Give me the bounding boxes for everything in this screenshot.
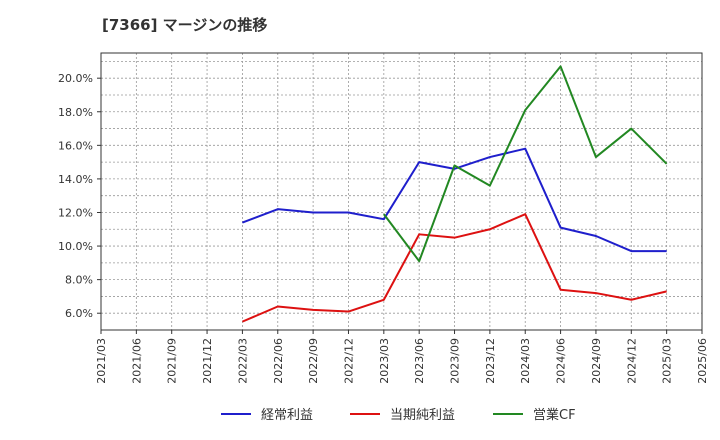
y-tick-label: 14.0%	[58, 173, 93, 186]
x-tick-label: 2024/03	[519, 338, 532, 384]
series-line-2	[242, 213, 667, 323]
x-tick-label: 2025/06	[696, 338, 709, 384]
y-tick-label: 8.0%	[65, 274, 93, 287]
x-tick-label: 2022/09	[307, 338, 320, 384]
series-group	[242, 65, 668, 323]
y-tick-label: 16.0%	[58, 139, 93, 152]
x-tick-label: 2023/03	[378, 338, 391, 384]
x-tick-label: 2021/12	[201, 338, 214, 384]
x-tick-label: 2023/09	[449, 338, 462, 384]
y-tick-label: 20.0%	[58, 72, 93, 85]
x-tick-label: 2025/03	[661, 338, 674, 384]
x-tick-label: 2024/12	[625, 338, 638, 384]
plot-border	[100, 52, 703, 331]
y-axis-ticks: 6.0% 8.0% 10.0% 12.0% 14.0% 16.0% 18.0% 20.0%	[58, 72, 101, 320]
x-tick-label: 2024/09	[590, 338, 603, 384]
x-tick-label: 2022/06	[272, 338, 285, 384]
x-tick-label: 2021/03	[95, 338, 108, 384]
x-tick-label: 2022/03	[236, 338, 249, 384]
legend: 経常利益 当期純利益 営業CF	[221, 407, 576, 423]
x-tick-label: 2023/12	[484, 338, 497, 384]
legend-label: 当期純利益	[390, 408, 455, 423]
y-tick-label: 18.0%	[58, 106, 93, 119]
y-tick-label: 10.0%	[58, 240, 93, 253]
series-line-1	[242, 147, 667, 253]
x-tick-label: 2021/06	[130, 338, 143, 384]
legend-label: 営業CF	[533, 407, 576, 423]
chart-title: [7366] マージンの推移	[102, 16, 268, 34]
legend-label: 経常利益	[261, 408, 313, 423]
y-tick-label: 12.0%	[58, 206, 93, 219]
x-axis-ticks: 2021/03 2021/06 2021/09 2021/12 2022/03 2022/…	[95, 330, 709, 384]
x-tick-label: 2021/09	[166, 338, 179, 384]
x-tick-label: 2022/12	[342, 338, 355, 384]
series-line-3	[383, 65, 668, 263]
x-tick-label: 2023/06	[413, 338, 426, 384]
y-tick-label: 6.0%	[65, 307, 93, 320]
x-tick-label: 2024/06	[555, 338, 568, 384]
